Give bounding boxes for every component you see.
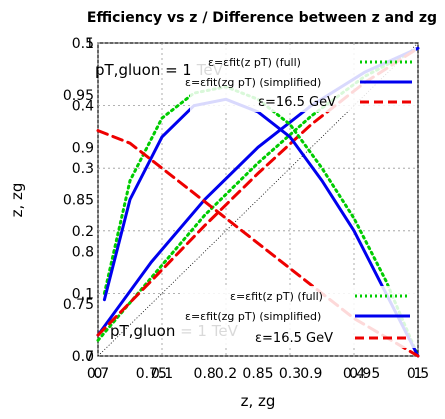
x-tick-label: 0.5 bbox=[407, 366, 429, 382]
chart-title: Efficiency vs z / Difference between z a… bbox=[87, 10, 437, 26]
x-tick-label: 0 bbox=[94, 366, 103, 382]
legend-top-entry-2: ε=εfit(zg pT) (simplified) bbox=[185, 76, 321, 89]
x-tick-label: 0.2 bbox=[215, 366, 237, 382]
legend-bottom: ε=εfit(z pT) (full) ε=εfit(zg pT) (simpl… bbox=[180, 286, 416, 348]
x-tick-label: 0.9 bbox=[300, 366, 322, 382]
tick-labels: 0.7 0.75 0.8 0.85 0.9 0.95 10.70.750.80.850.90… bbox=[63, 36, 429, 382]
x-tick-label: 0.3 bbox=[279, 366, 301, 382]
y-tick-label: 0.85 bbox=[63, 193, 94, 209]
x-tick-label: 1 bbox=[414, 366, 423, 382]
legend-top-entry-3: ε=16.5 GeV bbox=[258, 95, 336, 110]
y-tick-label: 0.3 bbox=[72, 161, 94, 177]
legend-top: ε=εfit(z pT) (full) ε=εfit(zg pT) (simpl… bbox=[185, 48, 416, 112]
y-tick-label: 0.75 bbox=[63, 297, 94, 313]
legend-bottom-entry-2: ε=εfit(zg pT) (simplified) bbox=[185, 310, 321, 323]
y-tick-label: 0.8 bbox=[72, 245, 94, 261]
legend-top-entry-1: ε=εfit(z pT) (full) bbox=[208, 56, 301, 69]
y-axis-label: z, zg bbox=[8, 183, 26, 218]
x-tick-label: 0.95 bbox=[349, 366, 380, 382]
y-tick-label: 0.4 bbox=[72, 99, 94, 115]
legend-bottom-entry-3: ε=16.5 GeV bbox=[255, 331, 333, 346]
x-tick-label: 0.75 bbox=[136, 366, 167, 382]
y-tick-label: 0.95 bbox=[63, 88, 94, 104]
x-tick-label: 0.85 bbox=[242, 366, 273, 382]
x-tick-label: 0.7 bbox=[87, 366, 109, 382]
x-tick-label: 0.4 bbox=[343, 366, 365, 382]
y-tick-label: 0.2 bbox=[72, 224, 94, 240]
y-tick-label: 0.9 bbox=[72, 140, 94, 156]
x-axis-label: z, zg bbox=[241, 392, 276, 410]
legend-bottom-entry-1: ε=εfit(z pT) (full) bbox=[230, 290, 323, 303]
y-tick-label: 0 bbox=[85, 349, 94, 365]
x-tick-label: 0.1 bbox=[151, 366, 173, 382]
y-tick-label: 0.1 bbox=[72, 286, 94, 302]
y-tick-label: 0.5 bbox=[72, 36, 94, 52]
y-tick-label: 1 bbox=[85, 36, 94, 52]
x-tick-label: 0.8 bbox=[194, 366, 216, 382]
y-tick-label: 0.7 bbox=[72, 349, 94, 365]
